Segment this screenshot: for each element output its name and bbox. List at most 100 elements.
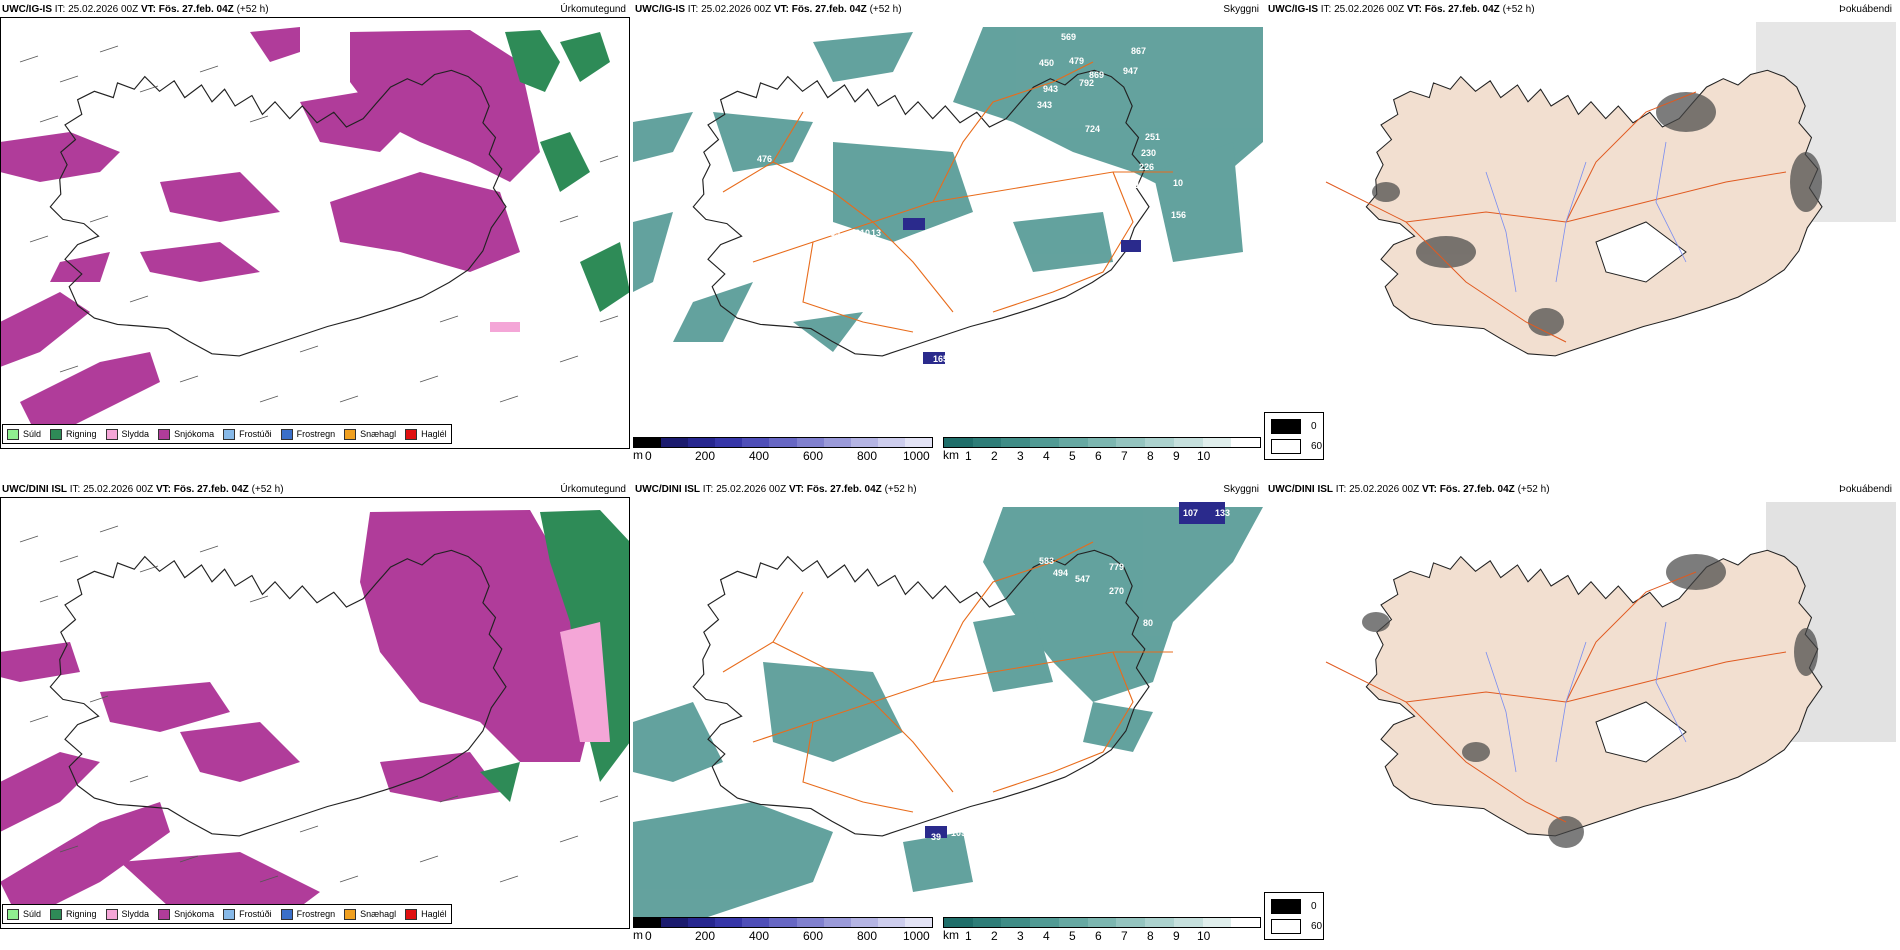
wind-barbs xyxy=(19,525,619,883)
colorbar-segment xyxy=(634,918,662,927)
ceiling-label: 451 xyxy=(851,252,866,262)
label-layer: 569 867 450 479 869 947 792 943 343 724 251 230 226 9… xyxy=(757,32,1186,364)
ceiling-label: 80 xyxy=(1143,618,1153,628)
ceiling-label: 51 xyxy=(843,242,853,252)
ceiling-label: 943 xyxy=(1043,84,1058,94)
colorbar-segment xyxy=(796,918,824,927)
fog-panel-row2: UWC/DINI ISL IT: 25.02.2026 00Z VT: Fös.… xyxy=(1266,480,1896,930)
ceiling-label: 476 xyxy=(757,154,772,164)
ceiling-label: 165 xyxy=(933,354,948,364)
ceiling-label: 951 xyxy=(1125,180,1140,190)
panel-header: UWC/DINI ISL IT: 25.02.2026 00Z VT: Fös.… xyxy=(1268,484,1550,495)
colorbar-segment xyxy=(972,438,1002,447)
panel-header: UWC/IG-IS IT: 25.02.2026 00Z VT: Fös. 27… xyxy=(635,4,902,15)
colorbar-segment xyxy=(769,438,797,447)
colorbar-segment xyxy=(1145,438,1174,447)
visibility-tick: 2 xyxy=(991,929,998,943)
cloud-visibility-map: 107 133 583 779 494 547 270 80 559 254 39 109 xyxy=(633,502,1263,922)
label-layer: 107 133 583 779 494 547 270 80 559 254 39 109 xyxy=(883,508,1230,842)
legend-item: Rigning xyxy=(50,908,97,920)
ceiling-tick: 600 xyxy=(803,929,824,943)
ceiling-label: 607 xyxy=(817,276,832,286)
visibility-tick: 6 xyxy=(1095,449,1102,463)
colorbar-segment xyxy=(1087,438,1117,447)
ceiling-label: 479 xyxy=(1069,56,1084,66)
ceiling-bar xyxy=(633,437,933,448)
colorbar-segment xyxy=(1173,438,1203,447)
legend-item: Snjókoma xyxy=(158,908,214,920)
ceiling-colorbar-row1: m 0 200 400 600 800 1000 km 1 2 3 4 5 6 … xyxy=(633,434,1263,466)
ceiling-label: 33 xyxy=(877,258,887,268)
fog-panel-row1: UWC/IG-IS IT: 25.02.2026 00Z VT: Fös. 27… xyxy=(1266,0,1896,450)
visibility-tick: 10 xyxy=(1197,929,1211,943)
ceiling-label: 173 xyxy=(783,202,798,212)
colorbar-segment xyxy=(661,438,689,447)
legend-item: Haglél xyxy=(405,428,447,440)
colorbar-segment xyxy=(1001,918,1031,927)
ceiling-tick: 0 xyxy=(645,929,652,943)
wind-barbs xyxy=(19,45,619,403)
visibility-bar xyxy=(943,437,1261,448)
ceiling-bar xyxy=(633,917,933,928)
colorbar-segment xyxy=(1058,438,1088,447)
cloud-panel-row2: UWC/DINI ISL IT: 25.02.2026 00Z VT: Fös.… xyxy=(633,480,1263,930)
ceiling-label: 953 xyxy=(1137,232,1152,242)
visibility-tick: 7 xyxy=(1121,449,1128,463)
ceiling-label: 251 xyxy=(1145,132,1160,142)
legend-item: Haglél xyxy=(405,908,447,920)
colorbar-segment xyxy=(715,438,743,447)
panel-header: UWC/DINI ISL IT: 25.02.2026 00Z VT: Fös.… xyxy=(635,484,917,495)
ceiling-label: 254 xyxy=(883,676,898,686)
ceiling-tick: 1000 xyxy=(903,929,930,943)
panel-title: Úrkomutegund xyxy=(560,4,626,15)
colorbar-segment xyxy=(904,918,933,927)
legend-item: Slydda xyxy=(105,908,149,920)
legend-item: Frostúði xyxy=(223,908,272,920)
visibility-tick: 1 xyxy=(965,929,972,943)
visibility-tick: 10 xyxy=(1197,449,1211,463)
colorbar-segment xyxy=(742,918,770,927)
ceiling-label: 779 xyxy=(1109,562,1124,572)
colorbar-segment xyxy=(944,438,973,447)
ceiling-label: 270 xyxy=(1109,586,1124,596)
colorbar-segment xyxy=(972,918,1002,927)
low-visibility-areas xyxy=(633,27,1263,352)
ceiling-label: 13 xyxy=(871,228,881,238)
ceiling-label: 343 xyxy=(1037,100,1052,110)
colorbar-segment xyxy=(850,918,878,927)
ceiling-unit: m xyxy=(633,928,643,942)
ceiling-label: 109 xyxy=(951,828,966,838)
colorbar-segment xyxy=(877,918,905,927)
visibility-tick: 3 xyxy=(1017,449,1024,463)
legend-item: Súld xyxy=(7,908,41,920)
snow-areas xyxy=(0,510,600,922)
visibility-tick: 4 xyxy=(1043,929,1050,943)
ceiling-label: 450 xyxy=(1039,58,1054,68)
legend-item: Snjókoma xyxy=(158,428,214,440)
ceiling-label: 547 xyxy=(1075,574,1090,584)
ceiling-label: 39 xyxy=(931,832,941,842)
colorbar-segment xyxy=(1058,918,1088,927)
ceiling-label: 569 xyxy=(1061,32,1076,42)
colorbar-segment xyxy=(1030,438,1059,447)
visibility-tick: 5 xyxy=(1069,929,1076,943)
ceiling-label: 869 xyxy=(1089,70,1104,80)
ceiling-tick: 1000 xyxy=(903,449,930,463)
ceiling-label: 494 xyxy=(1053,568,1068,578)
colorbar-segment xyxy=(1231,918,1261,927)
fog-areas xyxy=(1372,92,1822,336)
colorbar-segment xyxy=(1145,918,1174,927)
colorbar-segment xyxy=(823,918,851,927)
panel-title: Þokuábendi xyxy=(1839,484,1892,495)
road-network xyxy=(722,61,1173,333)
ceiling-height-labels xyxy=(925,502,1225,838)
ceiling-label: 107 xyxy=(1183,508,1198,518)
legend-item: Rigning xyxy=(50,428,97,440)
fog-legend-value: 0 xyxy=(1311,901,1317,912)
panel-title: Þokuábendi xyxy=(1839,4,1892,15)
ceiling-label: 156 xyxy=(1171,210,1186,220)
ceiling-height-labels xyxy=(903,218,1141,364)
colorbar-segment xyxy=(1116,438,1146,447)
legend-item: Snæhagl xyxy=(344,428,396,440)
ceiling-tick: 400 xyxy=(749,449,770,463)
